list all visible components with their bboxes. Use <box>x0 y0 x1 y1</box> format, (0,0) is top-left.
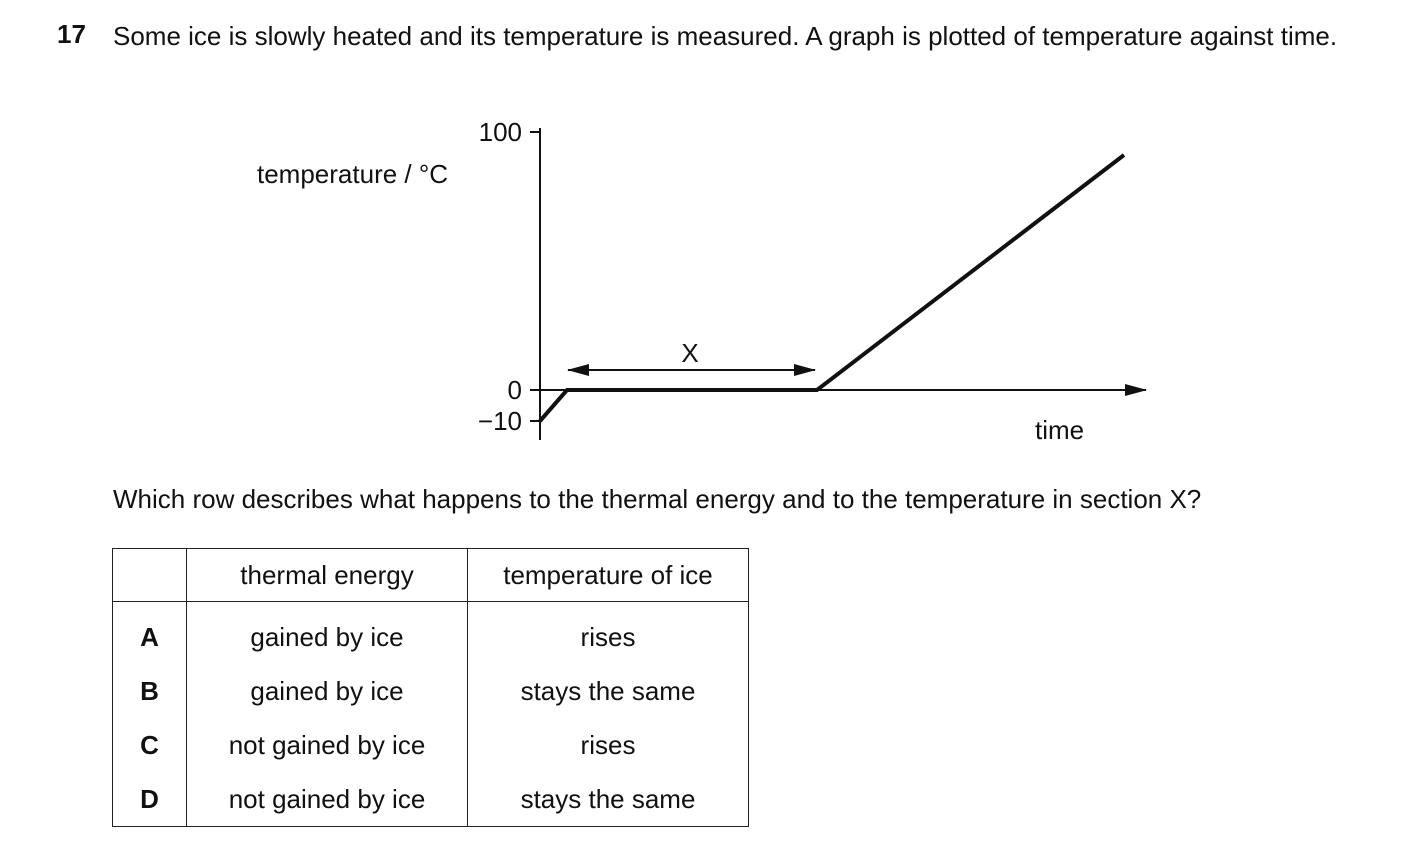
table-cell: not gained by ice <box>186 718 468 772</box>
temperature-line <box>538 153 1126 423</box>
prompt: Which row describes what happens to the … <box>113 484 1202 514</box>
option-letter: D <box>140 783 159 814</box>
table-header: thermal energy temperature of ice <box>112 548 749 602</box>
y-tick-label: −10 <box>478 406 522 436</box>
table-cell: gained by ice <box>186 601 468 664</box>
table-cell: rises <box>467 718 749 772</box>
y-tick-label: 0 <box>508 375 522 405</box>
option-letter: B <box>140 675 159 706</box>
question-text: Some ice is slowly heated and its temper… <box>113 21 1338 51</box>
table-cell: gained by ice <box>186 664 468 718</box>
option-letter: C <box>140 729 159 760</box>
table-cell: stays the same <box>467 772 749 827</box>
y-tick-label: 100 <box>479 117 522 147</box>
table-cell: rises <box>467 601 749 664</box>
section-label: X <box>681 338 698 368</box>
header-cell: temperature of ice <box>467 548 749 602</box>
header-cell <box>112 548 187 602</box>
question-number: 17 <box>57 19 86 49</box>
option-letter: A <box>140 621 159 652</box>
table-cell: stays the same <box>467 664 749 718</box>
y-axis-label: temperature / °C <box>257 159 448 189</box>
header-cell: thermal energy <box>186 548 468 602</box>
x-axis-label: time <box>1035 415 1084 445</box>
table-cell: not gained by ice <box>186 772 468 827</box>
